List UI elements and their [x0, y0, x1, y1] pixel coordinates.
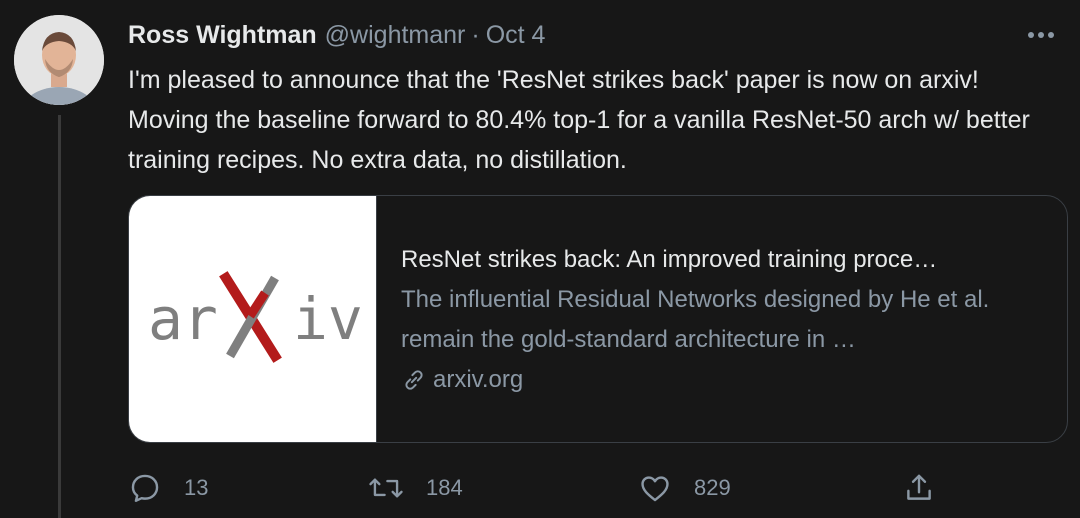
card-domain: arxiv.org [401, 360, 1043, 400]
retweet-button[interactable]: 184 [368, 468, 463, 508]
arxiv-logo: ar iv [148, 271, 363, 363]
card-description: The influential Residual Networks design… [401, 286, 990, 353]
svg-text:ar: ar [148, 285, 218, 353]
more-icon[interactable] [1024, 18, 1058, 52]
header-separator: · [471, 20, 480, 49]
tweet-text: I'm pleased to announce that the 'ResNet… [128, 66, 1030, 174]
avatar-image [14, 15, 104, 105]
card-body: ResNet strikes back: An improved trainin… [377, 196, 1067, 442]
link-icon [405, 370, 423, 390]
card-title: ResNet strikes back: An improved trainin… [401, 246, 938, 273]
author-name[interactable]: Ross Wightman [128, 20, 317, 49]
like-count: 829 [694, 475, 731, 500]
share-button[interactable] [902, 468, 936, 508]
reply-button[interactable]: 13 [128, 468, 208, 508]
thread-line [58, 115, 61, 518]
tweet-date[interactable]: Oct 4 [485, 20, 546, 49]
link-card[interactable]: ar iv ResNet strikes back: An improved t… [128, 195, 1068, 443]
author-handle[interactable]: @wightmanr [324, 20, 466, 49]
action-bar: 13 184 829 [128, 468, 948, 508]
retweet-icon [369, 478, 403, 498]
like-button[interactable]: 829 [638, 468, 731, 508]
retweet-count: 184 [426, 475, 463, 500]
reply-icon [131, 474, 159, 502]
card-thumbnail: ar iv [129, 196, 377, 442]
reply-count: 13 [184, 475, 209, 500]
svg-text:iv: iv [293, 285, 363, 353]
tweet-header: Ross Wightman @wightmanr · Oct 4 [128, 18, 1060, 52]
avatar[interactable] [14, 15, 104, 105]
card-domain-text: arxiv.org [433, 366, 524, 393]
like-icon [641, 476, 669, 502]
share-icon [907, 474, 931, 500]
